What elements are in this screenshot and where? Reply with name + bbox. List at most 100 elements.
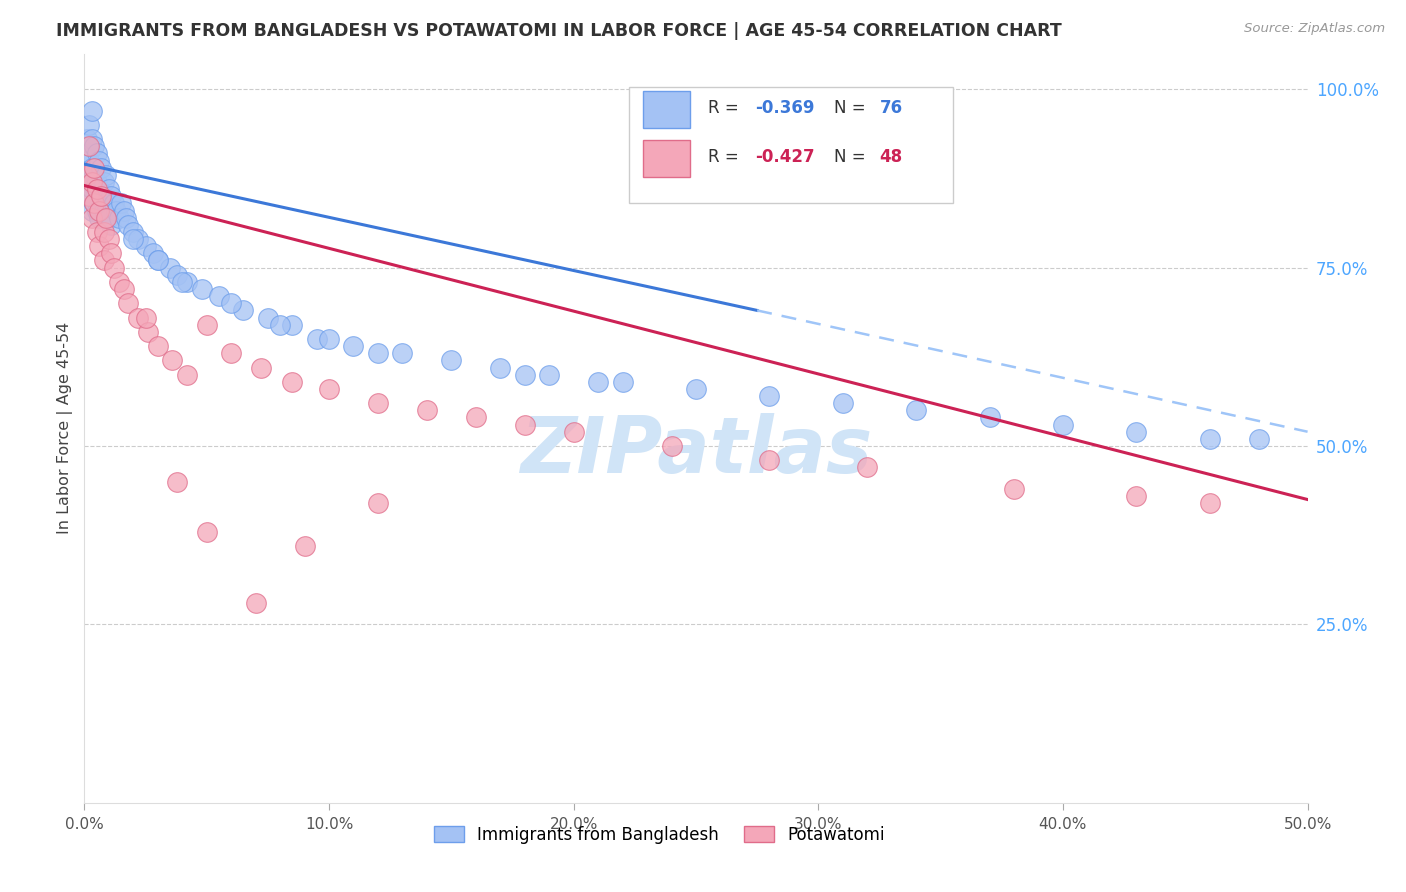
Point (80, 103, 103, 118)
Point (661, 439, 683, 453)
Point (77, 189, 100, 203)
Point (391, 346, 413, 360)
Point (80, 175, 103, 189)
Point (76, 153, 98, 168)
Point (146, 339, 169, 353)
Point (87, 182, 110, 196)
Point (416, 403, 439, 417)
Point (146, 253, 169, 268)
Point (166, 475, 188, 489)
Point (96, 196, 118, 211)
Point (146, 253, 169, 268)
Point (195, 524, 218, 539)
Text: 48: 48 (880, 148, 903, 166)
Point (127, 310, 149, 325)
Point (103, 196, 125, 211)
Point (122, 232, 145, 246)
Text: N =: N = (834, 99, 872, 117)
Text: R =: R = (709, 99, 744, 117)
Point (281, 318, 304, 332)
Point (105, 203, 128, 218)
Point (110, 196, 132, 211)
Point (159, 260, 181, 275)
Point (86, 182, 108, 196)
Point (83, 196, 105, 211)
Point (112, 282, 135, 296)
Point (367, 496, 389, 510)
Point (83, 139, 105, 153)
Point (979, 410, 1001, 425)
Point (245, 596, 267, 610)
Point (208, 289, 231, 303)
Point (90, 161, 112, 175)
Point (86, 203, 108, 218)
FancyBboxPatch shape (628, 87, 953, 203)
Point (127, 232, 149, 246)
Point (87, 203, 110, 218)
Point (172, 275, 194, 289)
Point (86, 175, 108, 189)
Point (758, 389, 780, 403)
Point (1002, 482, 1025, 496)
Point (191, 282, 214, 296)
Point (93, 253, 115, 268)
Point (100, 189, 122, 203)
Text: ZIPatlas: ZIPatlas (520, 413, 872, 489)
Point (195, 318, 218, 332)
Point (318, 332, 340, 346)
Bar (644, 91, 690, 128)
Point (232, 303, 254, 318)
Point (367, 346, 389, 360)
Point (1125, 425, 1147, 439)
Point (86, 225, 108, 239)
Point (77, 168, 100, 182)
Point (97, 211, 120, 225)
Point (464, 410, 486, 425)
Point (136, 325, 159, 339)
Point (93, 203, 115, 218)
Point (257, 310, 280, 325)
Point (1052, 417, 1074, 432)
Point (77, 146, 100, 161)
Point (440, 353, 463, 368)
Point (281, 375, 304, 389)
Point (83, 168, 105, 182)
Point (117, 218, 139, 232)
Point (489, 360, 512, 375)
Point (856, 460, 879, 475)
Point (1247, 432, 1270, 446)
Point (513, 368, 536, 382)
Point (122, 225, 145, 239)
Point (77, 118, 100, 132)
Point (80, 211, 103, 225)
Text: 76: 76 (880, 99, 903, 117)
Point (685, 382, 707, 396)
Text: R =: R = (709, 148, 744, 166)
Point (96, 211, 118, 225)
Point (83, 161, 105, 175)
Point (112, 203, 135, 218)
Point (758, 453, 780, 467)
Point (342, 339, 364, 353)
Point (97, 232, 120, 246)
Point (586, 375, 609, 389)
Point (294, 539, 316, 553)
Point (1198, 432, 1220, 446)
Point (513, 417, 536, 432)
Point (97, 182, 120, 196)
Point (90, 189, 112, 203)
Point (318, 382, 340, 396)
Point (305, 332, 328, 346)
Point (100, 246, 122, 260)
Point (1198, 496, 1220, 510)
Point (538, 368, 561, 382)
Point (249, 360, 271, 375)
Point (100, 218, 122, 232)
Point (219, 346, 242, 360)
Text: Source: ZipAtlas.com: Source: ZipAtlas.com (1244, 22, 1385, 36)
Text: IMMIGRANTS FROM BANGLADESH VS POTAWATOMI IN LABOR FORCE | AGE 45-54 CORRELATION : IMMIGRANTS FROM BANGLADESH VS POTAWATOMI… (56, 22, 1062, 40)
Point (93, 175, 115, 189)
Legend: Immigrants from Bangladesh, Potawatomi: Immigrants from Bangladesh, Potawatomi (427, 820, 891, 851)
Point (905, 403, 928, 417)
Point (269, 318, 291, 332)
